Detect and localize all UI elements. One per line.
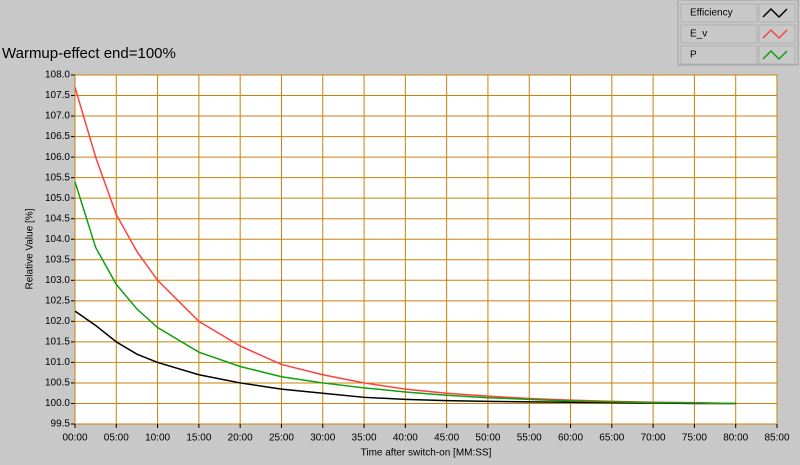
x-tick-label: 20:00 [228,433,253,444]
y-tick-label: 104.0 [45,234,70,245]
x-tick-label: 45:00 [434,433,459,444]
x-tick-label: 25:00 [269,433,294,444]
legend-label: E_v [690,29,707,40]
x-tick-label: 85:00 [764,433,789,444]
x-tick-label: 75:00 [682,433,707,444]
y-tick-label: 101.5 [45,337,70,348]
x-tick-label: 65:00 [599,433,624,444]
legend-swatch-box [758,24,796,44]
legend-swatch [762,49,788,61]
x-tick-label: 60:00 [558,433,583,444]
y-tick-label: 108.0 [45,70,70,81]
legend-swatch [762,28,788,40]
x-tick-label: 50:00 [475,433,500,444]
legend-swatch-box [758,45,796,65]
legend-cell [680,3,758,23]
x-axis-label: Time after switch-on [MM:SS] [361,448,492,459]
y-tick-label: 107.5 [45,90,70,101]
x-tick-label: 15:00 [186,433,211,444]
legend-cell [680,24,758,44]
y-axis-label: Relative Value [%] [25,208,36,289]
chart-title: Warmup-effect end=100% [2,45,176,62]
y-tick-label: 100.5 [45,378,70,389]
legend-swatch-box [758,3,796,23]
series-line [74,181,736,405]
y-tick-label: 103.5 [45,254,70,265]
y-tick-label: 105.5 [45,172,70,183]
legend-cell [680,45,758,65]
y-tick-label: 102.0 [45,316,70,327]
y-tick-label: 99.5 [51,419,71,430]
x-tick-label: 00:00 [62,433,87,444]
x-tick-label: 35:00 [352,433,377,444]
plot-area [74,74,778,425]
x-tick-label: 70:00 [641,433,666,444]
x-tick-label: 55:00 [517,433,542,444]
y-tick-label: 103.0 [45,275,70,286]
y-tick-label: 100.0 [45,398,70,409]
y-tick-label: 107.0 [45,111,70,122]
y-tick-label: 106.0 [45,152,70,163]
x-tick-label: 80:00 [723,433,748,444]
y-tick-label: 104.5 [45,213,70,224]
y-tick-label: 102.5 [45,295,70,306]
y-tick-label: 106.5 [45,131,70,142]
series-line [74,310,736,405]
x-tick-label: 40:00 [393,433,418,444]
x-tick-label: 30:00 [310,433,335,444]
x-tick-label: 05:00 [104,433,129,444]
legend-label: Efficiency [690,8,733,19]
legend-swatch [762,7,788,19]
x-tick-label: 10:00 [145,433,170,444]
y-tick-label: 101.0 [45,357,70,368]
y-tick-label: 105.0 [45,193,70,204]
legend-label: P [690,50,697,61]
